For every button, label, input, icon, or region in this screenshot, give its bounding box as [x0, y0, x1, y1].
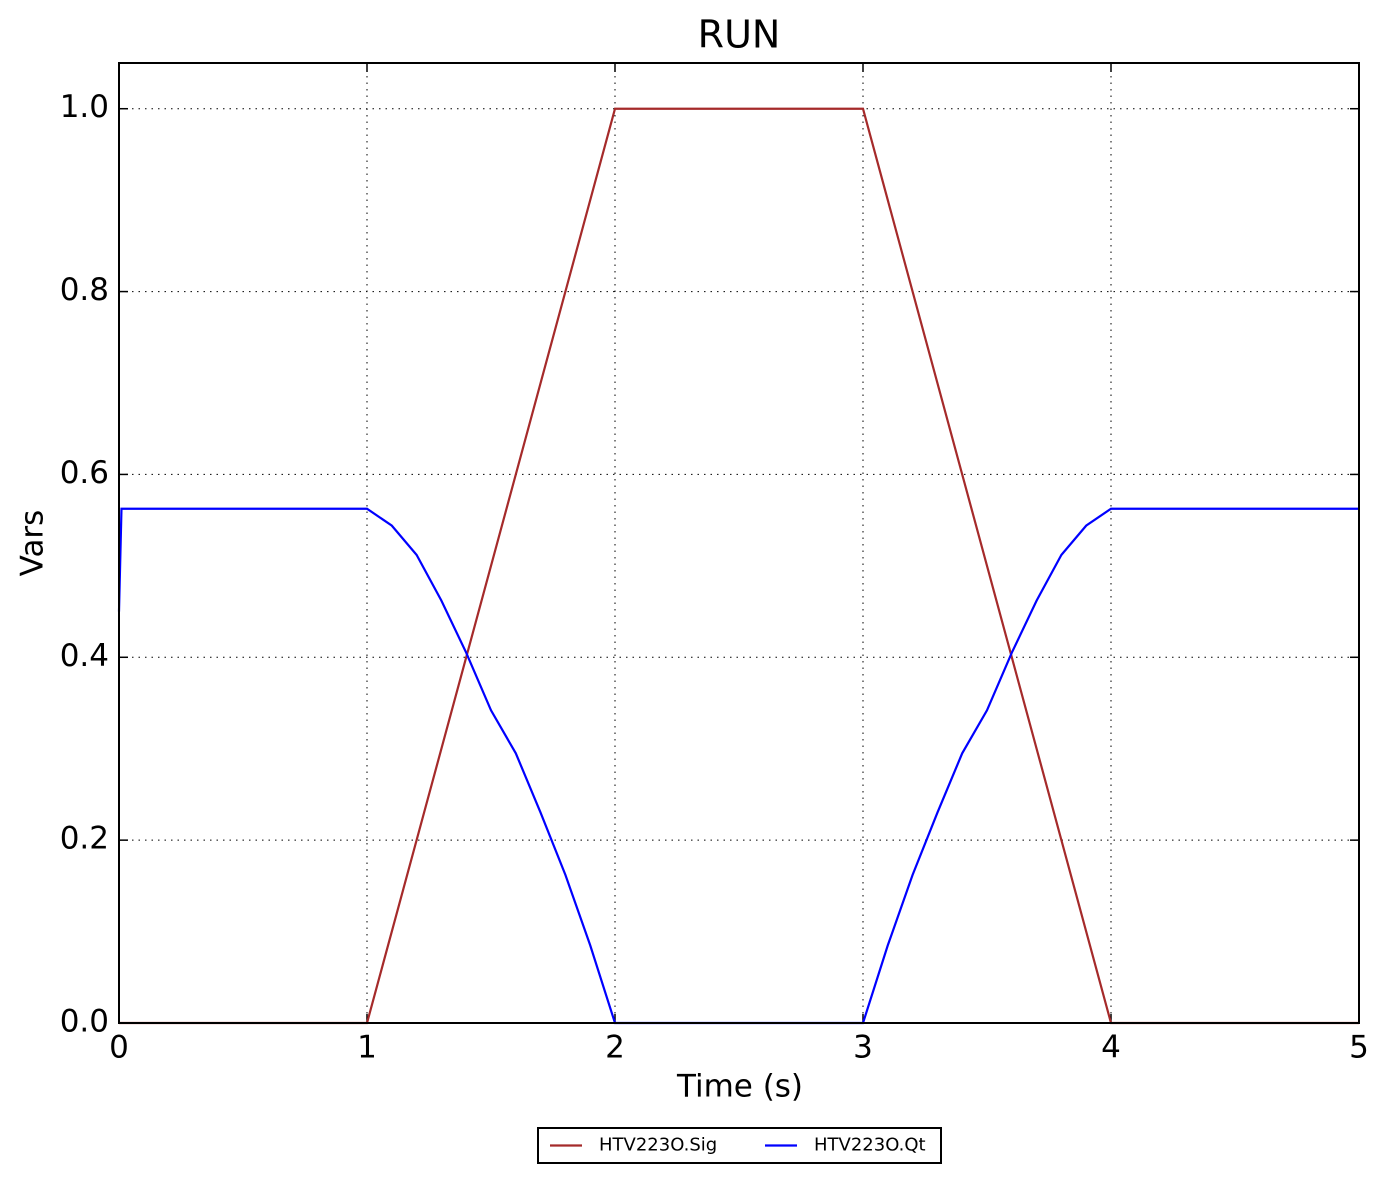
x-tick-label: 5	[1349, 1030, 1369, 1066]
x-tick-label: 3	[853, 1030, 873, 1066]
y-tick-label: 0.8	[60, 272, 109, 308]
y-tick-label: 0.0	[60, 1004, 109, 1040]
x-axis-label: Time (s)	[676, 1069, 803, 1105]
plot-frame	[118, 62, 1360, 1024]
x-tick-label: 4	[1101, 1030, 1121, 1066]
y-tick-label: 0.4	[60, 638, 109, 674]
x-tick-label: 0	[109, 1030, 129, 1066]
y-tick-label: 0.6	[60, 455, 109, 491]
x-tick-label: 2	[605, 1030, 625, 1066]
series-line	[119, 107, 1359, 1025]
legend-box	[537, 1127, 942, 1164]
legend-label: HTV223O.Sig	[599, 1135, 717, 1156]
legend-label: HTV223O.Qt	[814, 1135, 926, 1156]
y-tick-label: 1.0	[60, 89, 109, 125]
y-axis-label: Vars	[15, 510, 51, 577]
chart-title: RUN	[698, 13, 781, 57]
series-line	[117, 507, 1359, 1025]
y-tick-label: 0.2	[60, 821, 109, 857]
x-tick-label: 1	[357, 1030, 377, 1066]
